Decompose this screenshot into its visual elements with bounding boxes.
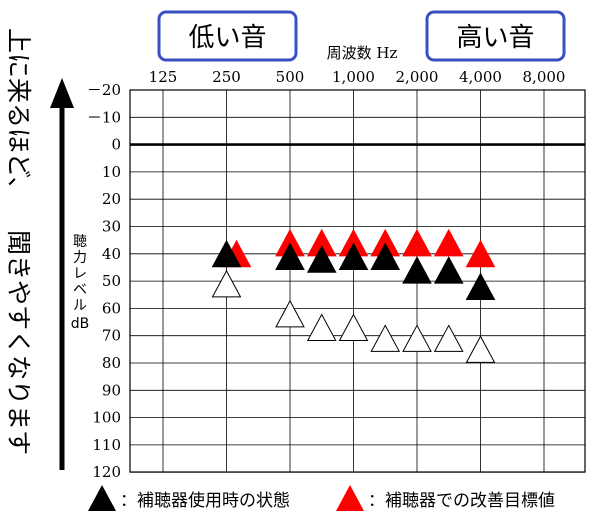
- x-tick-label: 125: [149, 68, 178, 86]
- x-tick-label: 8,000: [523, 68, 566, 86]
- outline-triangle-point: [275, 299, 305, 328]
- legend-black-triangle-icon: [88, 485, 116, 511]
- axis-title-char: 力: [73, 250, 87, 266]
- y-tick-label: 20: [102, 190, 121, 208]
- outline-triangle-point: [211, 269, 242, 298]
- y-tick-labels: －20 －10 0 10 20 30 40 50 60 70 80 90 100 110 120: [87, 81, 121, 481]
- outline-triangle-point: [465, 335, 496, 363]
- legend-current: ：補聴器使用時の状態: [88, 485, 290, 511]
- legend-red-triangle-icon: [336, 485, 364, 511]
- current-triangle-point: [211, 239, 242, 268]
- side-caption: 上に来るほど、 聞きやすくなります: [4, 28, 33, 455]
- x-tick-labels: 125 250 500 1,000 2,000 4,000 8,000: [149, 68, 566, 86]
- outline-triangle-point: [402, 324, 432, 352]
- y-tick-label: 120: [92, 463, 121, 481]
- x-tick-label: 250: [212, 68, 241, 86]
- x-tick-label: 1,000: [332, 68, 375, 86]
- y-tick-label: 100: [92, 409, 121, 427]
- y-tick-label: 90: [102, 381, 121, 399]
- y-tick-label: 10: [102, 163, 121, 181]
- y-tick-label: 0: [111, 136, 121, 154]
- high-sound-box: 高い音: [425, 10, 566, 62]
- y-tick-label: －10: [87, 108, 121, 126]
- up-arrow-icon: [50, 78, 74, 470]
- legend-current-label: ：補聴器使用時の状態: [120, 490, 290, 511]
- current-triangle-point: [465, 272, 496, 301]
- legend: ：補聴器使用時の状態 ：補聴器での改善目標値: [88, 485, 555, 511]
- current-triangle-point: [433, 256, 464, 284]
- target-triangle-point: [465, 239, 496, 268]
- outline-triangle-point: [370, 324, 401, 352]
- data-marks: [211, 228, 496, 363]
- y-tick-label: 60: [102, 299, 121, 317]
- side-caption-line2: 聞きやすくなります: [4, 230, 33, 455]
- axis-title-char: レ: [73, 266, 87, 282]
- current-triangle-point: [338, 242, 369, 271]
- legend-target-label: ：補聴器での改善目標値: [368, 491, 555, 511]
- axis-title-char: ベ: [73, 282, 87, 298]
- grid: [130, 89, 585, 473]
- plot-area: 125 250 500 1,000 2,000 4,000 8,000 －20 －10 0 10 2…: [87, 68, 586, 481]
- current-triangle-point: [306, 245, 337, 273]
- y-tick-label: 70: [102, 327, 121, 345]
- target-triangle-point: [402, 228, 432, 257]
- side-caption-line1: 上に来るほど、: [4, 28, 33, 202]
- y-tick-label: 80: [102, 354, 121, 372]
- legend-target: ：補聴器での改善目標値: [336, 485, 555, 511]
- current-triangle-point: [275, 242, 305, 271]
- outline-triangle-point: [433, 324, 464, 352]
- y-tick-label: －20: [87, 81, 121, 99]
- high-sound-label: 高い音: [456, 23, 534, 53]
- outline-triangle-point: [306, 313, 337, 342]
- axis-title-char: 聴: [73, 234, 87, 250]
- x-tick-label: 4,000: [459, 68, 502, 86]
- frequency-axis-title: 周波数 Hz: [327, 44, 398, 62]
- y-tick-label: 30: [102, 218, 121, 236]
- axis-title-char: ル: [73, 298, 87, 314]
- axis-title-char: dB: [71, 316, 90, 332]
- current-triangle-point: [402, 256, 432, 284]
- target-triangle-point: [433, 228, 464, 257]
- hearing-level-axis-title: 聴 力 レ ベ ル dB: [71, 234, 90, 332]
- y-tick-label: 40: [102, 245, 121, 263]
- x-tick-label: 2,000: [396, 68, 439, 86]
- y-tick-label: 50: [102, 272, 121, 290]
- current-triangle-point: [370, 242, 401, 271]
- low-sound-label: 低い音: [188, 23, 266, 53]
- low-sound-box: 低い音: [157, 10, 298, 62]
- y-tick-label: 110: [92, 436, 121, 454]
- x-tick-label: 500: [276, 68, 305, 86]
- outline-triangle-point: [338, 313, 369, 342]
